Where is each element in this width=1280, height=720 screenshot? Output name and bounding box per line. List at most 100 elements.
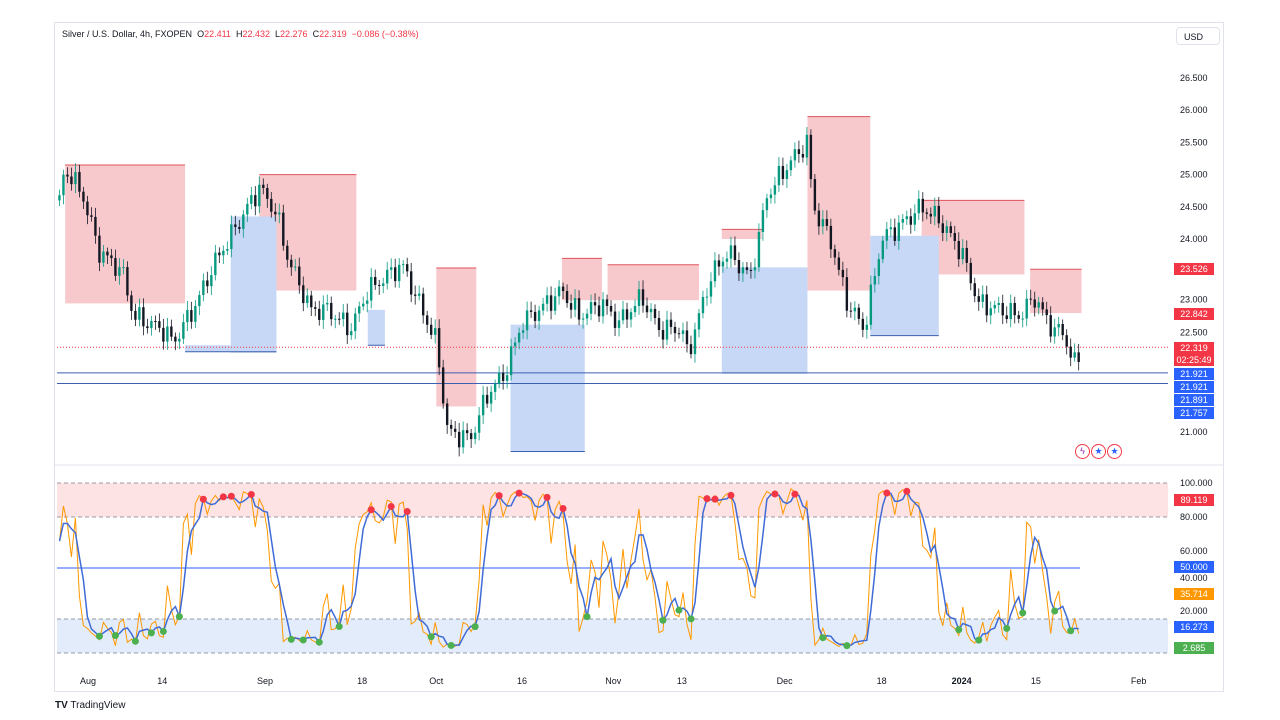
candle-body [521,330,525,333]
candle-body [865,324,869,330]
tradingview-logo[interactable]: TV TradingView [55,700,125,711]
candle-body [186,310,189,323]
overbought-dot [711,495,719,503]
price-axis-tick: 26.000 [1180,105,1208,115]
candle-body [537,310,541,321]
oversold-dot [287,635,295,643]
candle-body [1053,327,1056,337]
candle-body [250,195,253,204]
oversold-dot [975,636,983,644]
candle-body [194,306,197,322]
symbol-title[interactable]: Silver / U.S. Dollar, 4h, FXOPEN [62,29,193,39]
time-axis-tick: Feb [1131,676,1147,686]
candle-body [541,303,545,311]
candle-body [913,213,917,225]
candle-body [641,289,645,306]
supply-zone [561,258,602,301]
candle-body [681,330,685,334]
candle-body [665,319,669,340]
price-axis-tick: 22.500 [1180,328,1208,338]
candle-body [1057,324,1060,328]
candle-body [937,205,940,224]
tradingview-brand: TradingView [70,700,126,711]
candle-body [198,295,201,307]
time-axis-tick: Sep [257,676,273,686]
candle-body [857,307,861,319]
candle-body [162,327,165,342]
candle-body [397,264,401,282]
candle-body [374,277,377,285]
candle-body [573,298,577,310]
candle-body [473,432,477,440]
candle-body [413,294,417,296]
candle-body [777,165,781,186]
candle-body [985,294,988,316]
candle-body [765,198,769,211]
candle-body [505,375,509,381]
us-flag-icon[interactable]: ★ [1091,444,1106,459]
candle-body [154,320,157,322]
candle-body [757,232,761,268]
demand-zone [721,267,808,373]
candle-body [78,171,81,192]
candle-body [386,269,389,284]
lightning-icon[interactable]: ϟ [1075,444,1090,459]
candle-body [246,203,249,215]
candle-body [166,326,169,342]
candle-body [218,252,221,256]
osc-axis-tick: 60.000 [1180,546,1208,556]
time-axis-tick: 2024 [952,676,972,686]
candle-body [869,284,873,325]
candle-body [102,251,105,263]
overbought-dot [791,490,799,498]
candle-body [713,260,717,282]
oversold-dot [447,641,455,649]
candle-body [378,284,381,286]
candle-body [342,312,345,320]
candle-body [150,320,153,329]
candle-body [258,184,261,207]
zone-mid-tag: 22.842 [1174,308,1214,320]
candle-body [393,267,397,282]
candle-body [302,285,305,304]
currency-button[interactable]: USD [1176,27,1220,45]
candle-body [489,391,493,404]
candle-body [366,300,369,304]
candle-body [949,226,952,234]
candle-body [789,160,793,171]
high-label: H [235,29,243,39]
symbol-legend: Silver / U.S. Dollar, 4h, FXOPEN O22.411… [62,29,419,39]
us-flag-icon-2[interactable]: ★ [1107,444,1122,459]
candle-body [1073,352,1076,358]
candle-body [945,226,948,233]
candle-body [282,212,285,246]
candle-body [346,312,349,336]
price-axis-tick: 24.000 [1180,234,1208,244]
candle-body [350,331,353,336]
candle-body [1005,315,1008,320]
candle-body [509,346,513,376]
candle-body [441,367,445,404]
candle-body [965,247,968,263]
candle-body [122,267,125,269]
last-price-tag: 22.319 [1174,342,1214,354]
candle-body [661,329,665,340]
overbought-dot [515,489,523,497]
chart-frame[interactable] [54,22,1224,692]
candle-body [238,227,241,229]
oversold-dot [427,633,435,641]
event-icons[interactable]: ϟ ★ ★ [1075,444,1123,459]
candle-body [445,403,449,425]
candle-body [565,291,569,304]
level-tag-4: 21.757 [1174,407,1214,419]
candle-body [905,216,909,220]
oversold-dot [659,616,667,624]
oversold-dot [843,642,851,650]
candle-body [549,295,553,311]
overbought-dot [559,505,567,513]
candle-body [1037,302,1040,308]
candle-body [529,310,533,312]
candle-body [182,322,185,339]
osc-upper-tag: 89.119 [1174,494,1214,506]
